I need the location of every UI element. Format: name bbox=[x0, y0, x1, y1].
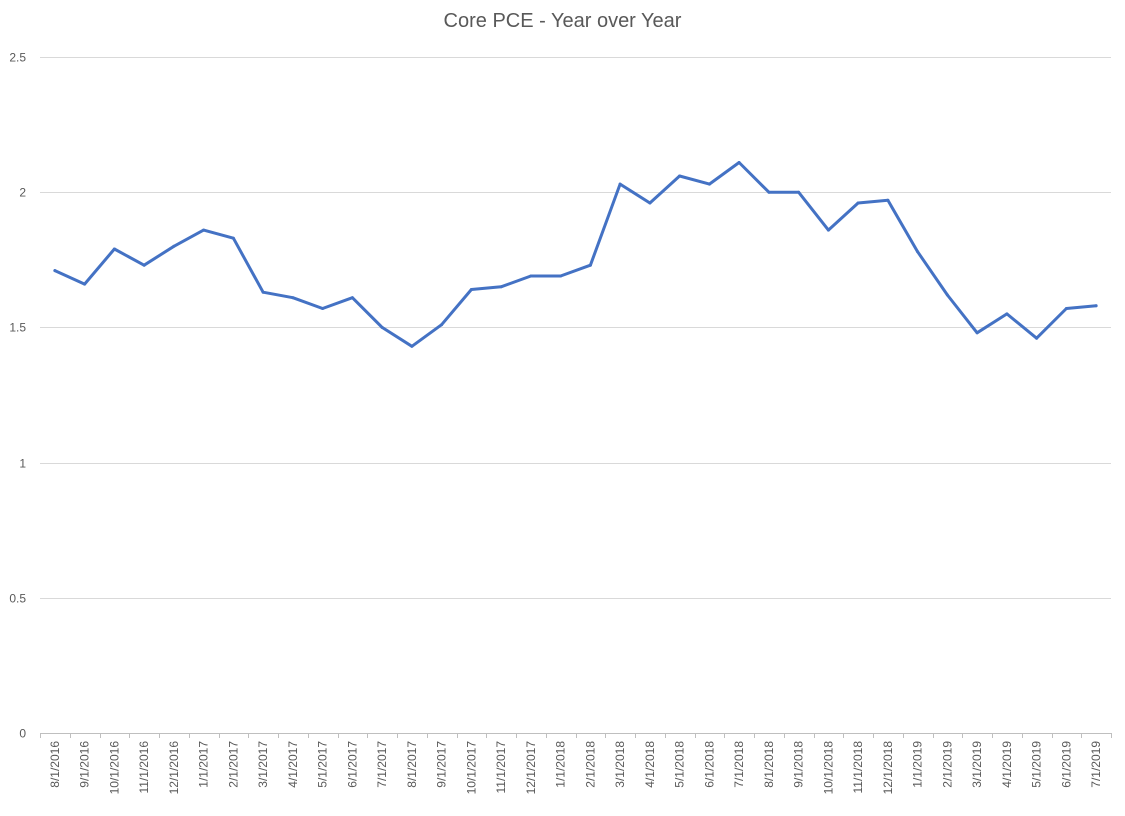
data-point bbox=[53, 269, 57, 273]
x-tick-label: 2/1/2018 bbox=[583, 741, 597, 788]
x-tick-label: 3/1/2018 bbox=[613, 741, 627, 788]
y-tick-label: 0 bbox=[19, 727, 26, 741]
x-tick-label: 7/1/2019 bbox=[1089, 741, 1103, 788]
x-tick-label: 11/1/2017 bbox=[494, 741, 508, 794]
x-tick-label: 4/1/2019 bbox=[1000, 741, 1014, 788]
x-tick-label: 1/1/2018 bbox=[554, 741, 568, 788]
gridlines bbox=[40, 57, 1111, 599]
data-point bbox=[916, 250, 920, 254]
x-tick-label: 5/1/2018 bbox=[673, 741, 687, 788]
x-tick-label: 5/1/2019 bbox=[1030, 741, 1044, 788]
data-point bbox=[618, 182, 622, 186]
data-point bbox=[707, 182, 711, 186]
data-point bbox=[410, 344, 414, 348]
data-point bbox=[142, 263, 146, 267]
y-tick-label: 2.5 bbox=[9, 51, 26, 65]
x-tick-label: 4/1/2018 bbox=[643, 741, 657, 788]
data-point bbox=[737, 161, 741, 164]
x-tick-label: 1/1/2019 bbox=[911, 741, 925, 788]
data-point bbox=[1064, 307, 1068, 310]
x-tick-label: 9/1/2018 bbox=[792, 741, 806, 788]
x-tick-label: 9/1/2016 bbox=[78, 741, 92, 788]
x-tick-label: 8/1/2017 bbox=[405, 741, 419, 788]
data-point bbox=[529, 274, 533, 278]
x-tick-label: 12/1/2017 bbox=[524, 741, 538, 795]
x-tick-label: 6/1/2017 bbox=[345, 741, 359, 788]
data-point bbox=[1035, 336, 1039, 340]
x-tick-label: 4/1/2017 bbox=[286, 741, 300, 788]
x-tick-label: 3/1/2019 bbox=[970, 741, 984, 788]
data-point bbox=[797, 190, 801, 194]
data-point bbox=[469, 288, 473, 291]
data-point bbox=[321, 307, 325, 310]
data-point bbox=[975, 331, 979, 335]
axes bbox=[40, 733, 1112, 738]
x-tick-label: 11/1/2018 bbox=[851, 741, 865, 794]
y-tick-label: 1 bbox=[19, 457, 26, 471]
series-line-0 bbox=[53, 161, 1098, 348]
y-tick-label: 2 bbox=[19, 186, 26, 200]
x-tick-label: 2/1/2017 bbox=[226, 741, 240, 788]
data-point bbox=[380, 325, 384, 329]
x-tick-label: 12/1/2018 bbox=[881, 741, 895, 795]
data-point bbox=[588, 263, 592, 267]
x-tick-label: 10/1/2016 bbox=[107, 741, 121, 795]
data-point bbox=[83, 282, 87, 286]
x-tick-label: 10/1/2018 bbox=[821, 741, 835, 795]
tick-labels: 0 0.5 1 1.5 2 2.5 8/1/2016 9/1/2016 10/1/2016 11/… bbox=[9, 51, 1103, 795]
data-point bbox=[1005, 312, 1009, 316]
data-point bbox=[231, 236, 235, 240]
data-point bbox=[826, 228, 830, 232]
data-point bbox=[350, 296, 354, 300]
series-layer bbox=[53, 161, 1098, 348]
x-tick-label: 6/1/2018 bbox=[702, 741, 716, 788]
x-tick-label: 3/1/2017 bbox=[256, 741, 270, 788]
data-point bbox=[678, 174, 682, 178]
x-tick-label: 10/1/2017 bbox=[464, 741, 478, 795]
data-point bbox=[261, 290, 265, 294]
x-tick-label: 5/1/2017 bbox=[316, 741, 330, 788]
x-tick-label: 9/1/2017 bbox=[435, 741, 449, 788]
data-point bbox=[1094, 304, 1098, 308]
x-tick-label: 8/1/2016 bbox=[48, 741, 62, 788]
data-point bbox=[112, 247, 116, 251]
x-tick-label: 8/1/2018 bbox=[762, 741, 776, 788]
data-point bbox=[172, 244, 176, 248]
x-tick-label: 7/1/2017 bbox=[375, 741, 389, 788]
x-tick-label: 11/1/2016 bbox=[137, 741, 151, 794]
data-point bbox=[291, 296, 295, 300]
x-tick-label: 7/1/2018 bbox=[732, 741, 746, 788]
chart-title: Core PCE - Year over Year bbox=[443, 10, 682, 32]
x-tick-label: 12/1/2016 bbox=[167, 741, 181, 795]
data-point bbox=[202, 228, 206, 232]
data-point bbox=[856, 201, 860, 205]
data-point bbox=[440, 323, 444, 327]
y-tick-label: 1.5 bbox=[9, 321, 26, 335]
x-tick-label: 6/1/2019 bbox=[1059, 741, 1073, 788]
x-tick-label: 1/1/2017 bbox=[197, 741, 211, 788]
x-tick-label: 2/1/2019 bbox=[940, 741, 954, 788]
data-point bbox=[648, 201, 652, 205]
data-point bbox=[886, 198, 890, 202]
data-point bbox=[767, 190, 771, 194]
data-point bbox=[499, 285, 503, 289]
data-point bbox=[559, 274, 563, 278]
y-tick-label: 0.5 bbox=[9, 592, 26, 606]
data-point bbox=[945, 293, 949, 297]
